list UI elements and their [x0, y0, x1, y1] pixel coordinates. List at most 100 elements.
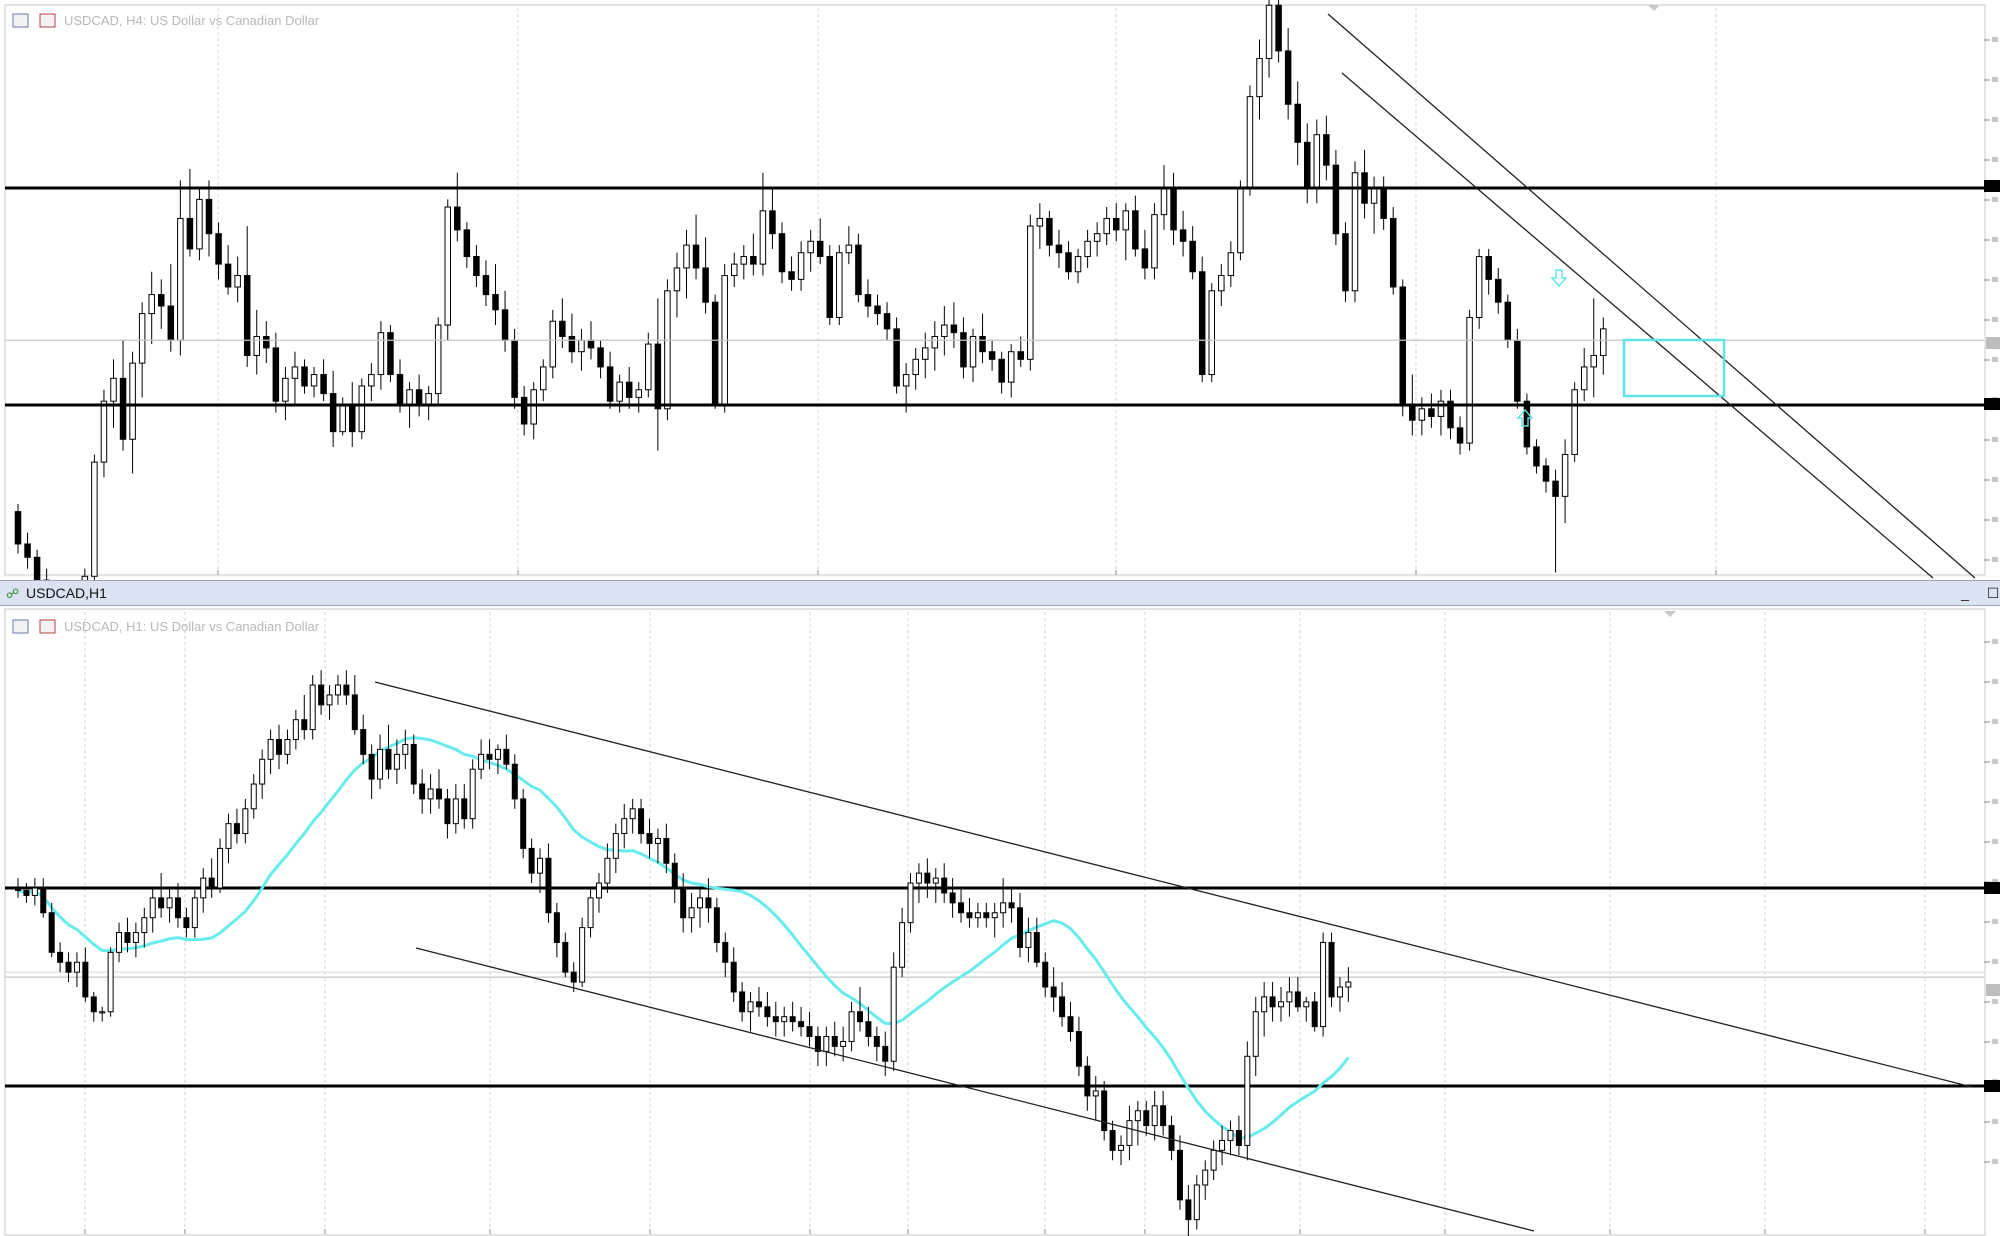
highlight-box[interactable]	[1622, 338, 1726, 398]
candle-body	[1218, 275, 1225, 292]
candle-body	[461, 798, 468, 820]
candle-body	[845, 244, 853, 254]
candle-body	[259, 758, 266, 785]
bars-icon	[39, 13, 56, 28]
candle-body	[1189, 240, 1196, 273]
candle-body	[1278, 1001, 1284, 1008]
candle-body	[1466, 316, 1473, 444]
candle-body	[874, 305, 881, 315]
candle-body	[769, 210, 776, 235]
candle-body	[224, 263, 232, 288]
candle-body	[1185, 1199, 1192, 1221]
h4-trendline-lower[interactable]	[1341, 72, 1934, 579]
price-tick-label	[1992, 719, 1998, 724]
candle-body	[482, 275, 490, 296]
candle-body	[587, 339, 595, 349]
h1-channel-lines[interactable]	[374, 681, 1973, 1232]
candle-body	[1485, 256, 1492, 280]
h4-header: USDCAD, H4: US Dollar vs Canadian Dollar	[12, 13, 320, 28]
h1-channel-lower-line[interactable]	[415, 947, 1535, 1232]
candle-body	[90, 996, 97, 1013]
candle-body	[1208, 290, 1215, 376]
h4-chart-panel[interactable]: USDCAD, H4: US Dollar vs Canadian Dollar	[0, 0, 2000, 580]
candle-body	[48, 912, 55, 953]
candle-body	[528, 847, 535, 874]
candle-body	[988, 351, 996, 360]
candle-body	[848, 1011, 855, 1042]
candle-body	[1380, 187, 1387, 219]
maximize-button[interactable]: ☐	[1986, 585, 2000, 601]
candle-body	[129, 362, 136, 440]
candle-body	[1017, 351, 1024, 360]
candle-body	[377, 332, 385, 376]
candle-body	[444, 206, 451, 326]
h1-chart-panel[interactable]: USDCAD, H1: US Dollar vs Canadian Dollar	[0, 606, 2000, 1236]
h4-shift-marker-icon[interactable]	[1648, 5, 1660, 11]
h1-chart-background	[0, 606, 2000, 1236]
h1-channel-upper-line[interactable]	[374, 681, 1973, 1088]
candle-body	[177, 217, 184, 341]
candle-body	[1246, 96, 1254, 189]
candle-body	[1523, 400, 1531, 448]
h1-shift-marker-icon[interactable]	[1664, 611, 1676, 617]
up-arrow-icon[interactable]	[1516, 408, 1534, 427]
candle-body	[907, 882, 914, 924]
candle-body	[1168, 1125, 1175, 1151]
candle-body	[671, 862, 678, 889]
candle-body	[1075, 1031, 1082, 1067]
h4-trendlines[interactable]	[1327, 13, 1976, 579]
candle-body	[1008, 902, 1015, 909]
candle-body	[334, 684, 341, 696]
candle-body	[664, 290, 671, 410]
candle-body	[969, 335, 977, 368]
candle-body	[673, 267, 681, 292]
candle-body	[612, 833, 619, 859]
price-tick-label	[1992, 839, 1998, 844]
candle-body	[836, 252, 843, 318]
h1-window-titlebar[interactable]: ☍ USDCAD,H1 _ ☐	[0, 580, 2000, 606]
candle-body	[148, 294, 155, 315]
candle-body	[1025, 932, 1032, 948]
candle-body	[326, 694, 333, 706]
h4-trendline-upper[interactable]	[1327, 13, 1976, 579]
candle-body	[215, 233, 222, 265]
candle-body	[132, 932, 139, 943]
candle-body	[1600, 328, 1607, 357]
candle-body	[267, 739, 274, 760]
candle-body	[291, 366, 299, 379]
candle-body	[857, 1011, 863, 1023]
candle-body	[781, 1016, 788, 1023]
h4-level-marker-lower	[1984, 398, 2000, 410]
candle-body	[1170, 187, 1177, 231]
h1-level-marker-upper	[1984, 882, 2000, 894]
candle-body	[654, 838, 661, 844]
candle-body	[797, 252, 805, 280]
candle-body	[1399, 286, 1406, 406]
price-tick-label	[1992, 37, 1998, 42]
candle-body	[1036, 217, 1044, 227]
candle-body	[1237, 187, 1244, 254]
candle-body	[393, 753, 400, 770]
h4-chart-background	[0, 0, 2000, 580]
candle-body	[1227, 252, 1235, 277]
price-tick-label	[1992, 517, 1998, 522]
candle-body	[1475, 256, 1483, 318]
h4-current-price-marker	[1986, 337, 2000, 349]
minimize-button[interactable]: _	[1961, 585, 1969, 601]
candle-body	[1016, 907, 1023, 948]
candle-body	[711, 301, 719, 406]
candle-body	[73, 961, 80, 973]
down-arrow-icon[interactable]	[1550, 269, 1568, 288]
candle-body	[549, 320, 557, 368]
candle-body	[1580, 366, 1588, 391]
candle-body	[932, 877, 939, 884]
candle-body	[406, 389, 413, 406]
candle-body	[349, 404, 356, 433]
candle-body	[116, 932, 123, 953]
candle-body	[351, 694, 358, 731]
h1-horizontal-levels[interactable]	[5, 886, 1984, 1088]
candle-body	[882, 1045, 889, 1062]
candle-body	[368, 753, 375, 780]
candle-body	[798, 1021, 805, 1028]
candle-body	[14, 511, 22, 545]
